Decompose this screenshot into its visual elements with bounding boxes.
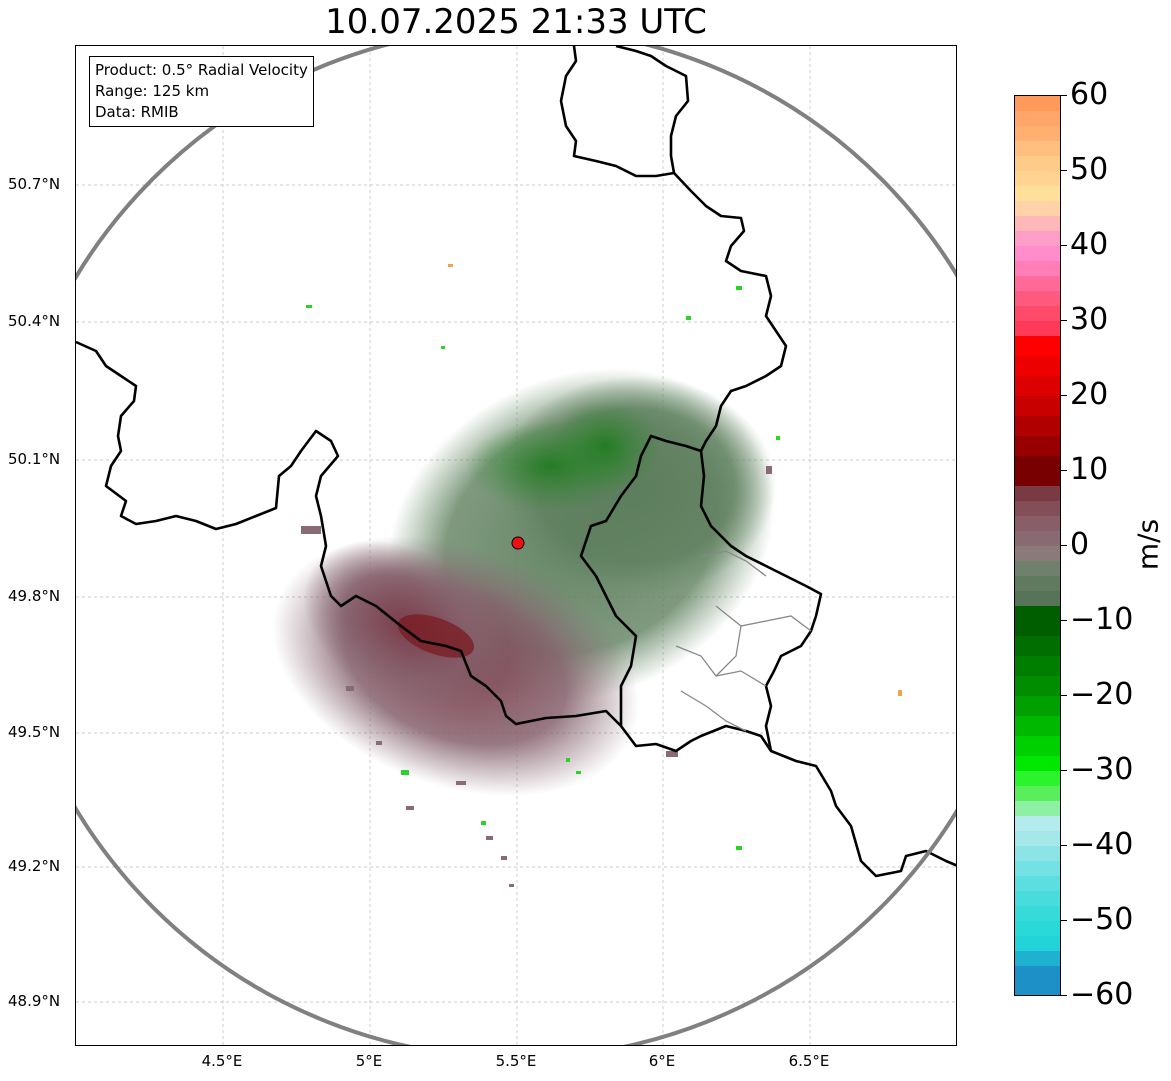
- colorbar-tick: [1061, 620, 1067, 621]
- colorbar-tick: [1061, 845, 1067, 846]
- colorbar-label: −60: [1070, 977, 1134, 1012]
- colorbar-unit: m/s: [1131, 518, 1165, 571]
- colorbar-label: −30: [1070, 752, 1134, 787]
- lat-tick-label: 49.8°N: [8, 587, 61, 605]
- colorbar-label: 60: [1070, 77, 1109, 112]
- colorbar-tick: [1061, 245, 1067, 246]
- lon-tick-label: 6.5°E: [788, 1052, 830, 1070]
- colorbar-tick: [1061, 395, 1067, 396]
- lat-tick-label: 50.7°N: [8, 175, 61, 193]
- colorbar-tick: [1061, 545, 1067, 546]
- colorbar-label: −20: [1070, 677, 1134, 712]
- lat-tick-label: 49.2°N: [8, 857, 61, 875]
- colorbar-label: 20: [1070, 377, 1109, 412]
- colorbar-tick: [1061, 995, 1067, 996]
- info-box: Product: 0.5° Radial Velocity Range: 125…: [89, 56, 314, 127]
- info-range: Range: 125 km: [95, 82, 210, 100]
- info-product: Product: 0.5° Radial Velocity: [95, 61, 308, 79]
- colorbar-tick: [1061, 920, 1067, 921]
- colorbar-tick: [1061, 320, 1067, 321]
- colorbar-tick: [1061, 95, 1067, 96]
- colorbar-label: 10: [1070, 452, 1109, 487]
- colorbar-label: 30: [1070, 302, 1109, 337]
- lat-tick-label: 49.5°N: [8, 723, 61, 741]
- colorbar-swatches: [1015, 96, 1060, 995]
- radar-echoes: [272, 264, 902, 887]
- colorbar-label: −40: [1070, 827, 1134, 862]
- colorbar-label: 50: [1070, 152, 1109, 187]
- map-area[interactable]: [75, 45, 957, 1046]
- colorbar-tick: [1061, 695, 1067, 696]
- lon-tick-label: 5.5°E: [495, 1052, 537, 1070]
- colorbar-label: 40: [1070, 227, 1109, 262]
- colorbar-tick: [1061, 770, 1067, 771]
- info-data: Data: RMIB: [95, 103, 179, 121]
- lon-tick-label: 6°E: [648, 1052, 676, 1070]
- lon-tick-label: 4.5°E: [201, 1052, 243, 1070]
- radar-site-marker[interactable]: [511, 536, 525, 550]
- lon-tick-label: 5°E: [355, 1052, 383, 1070]
- colorbar-tick: [1061, 170, 1067, 171]
- lat-tick-label: 50.4°N: [8, 312, 61, 330]
- map-canvas: [76, 46, 956, 1045]
- colorbar-label: −10: [1070, 602, 1134, 637]
- colorbar-tick: [1061, 470, 1067, 471]
- colorbar-label: −50: [1070, 902, 1134, 937]
- colorbar: [1014, 95, 1061, 996]
- lat-tick-label: 48.9°N: [8, 992, 61, 1010]
- region-borders: [675, 550, 812, 732]
- chart-title: 10.07.2025 21:33 UTC: [325, 2, 707, 42]
- lat-tick-label: 50.1°N: [8, 450, 61, 468]
- colorbar-label: 0: [1070, 527, 1090, 562]
